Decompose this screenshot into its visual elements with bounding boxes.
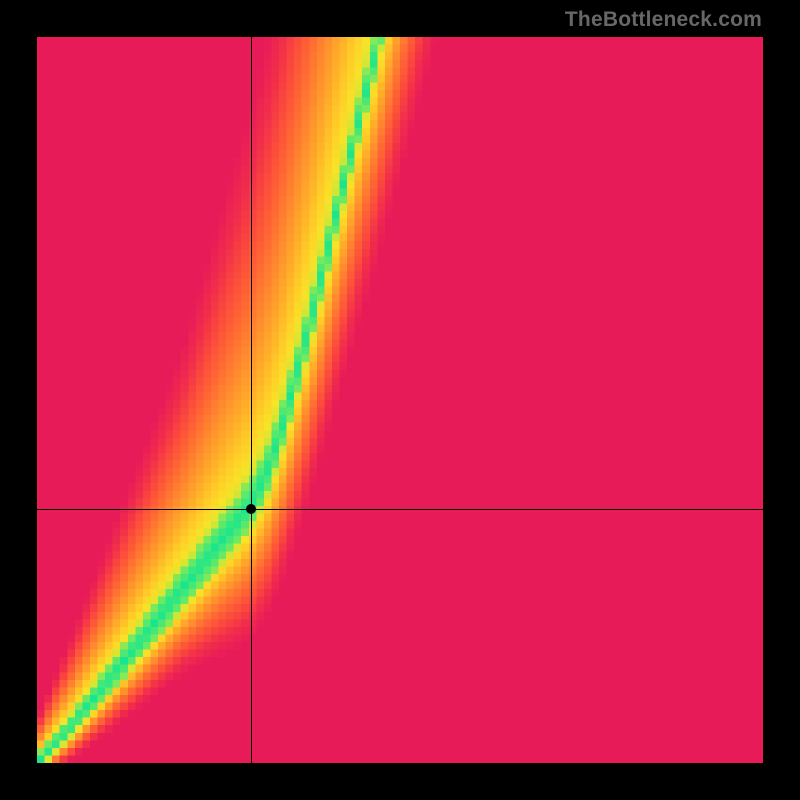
crosshair-vertical <box>251 37 252 763</box>
crosshair-horizontal <box>37 509 763 510</box>
watermark-text: TheBottleneck.com <box>565 8 762 32</box>
crosshair-marker[interactable] <box>246 504 256 514</box>
heatmap-plot <box>37 37 763 763</box>
chart-frame: TheBottleneck.com <box>0 0 800 800</box>
